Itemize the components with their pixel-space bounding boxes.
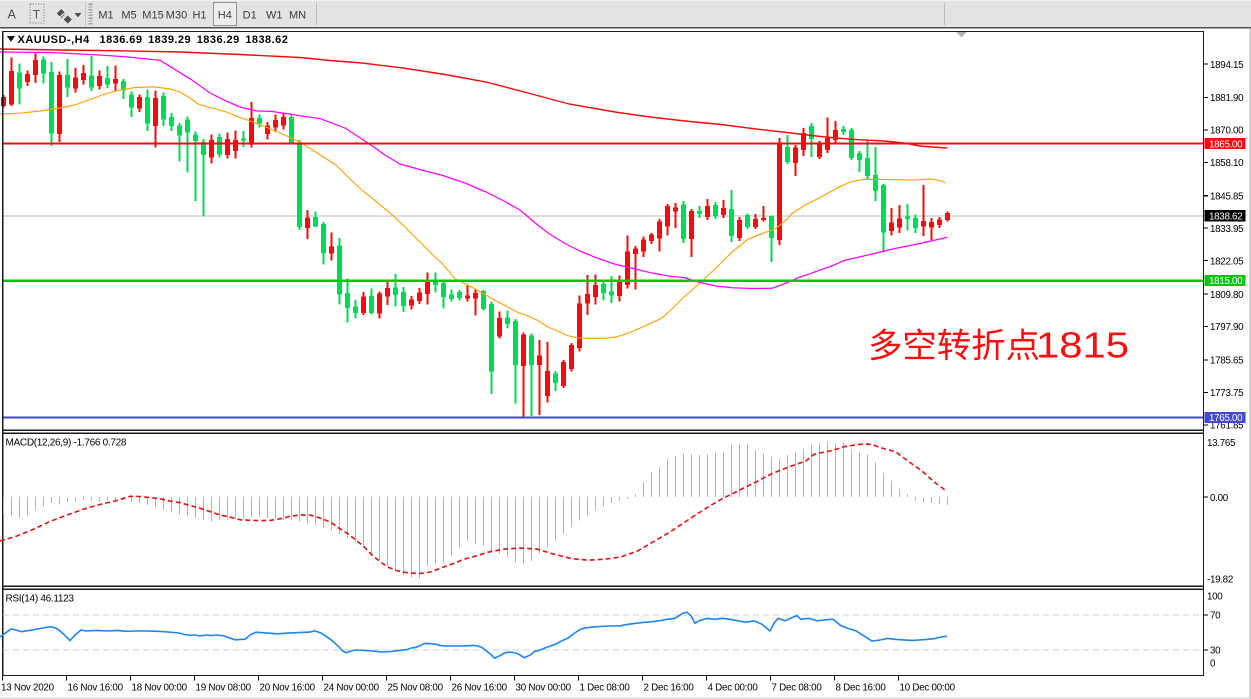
svg-text:M30: M30 [166,10,187,22]
svg-text:M15: M15 [142,10,163,22]
svg-text:7 Dec 08:00: 7 Dec 08:00 [772,683,823,694]
svg-text:1881.90: 1881.90 [1210,93,1244,104]
svg-text:13 Nov 2020: 13 Nov 2020 [1,683,55,694]
svg-text:0: 0 [1210,659,1216,670]
svg-text:30 Nov 00:00: 30 Nov 00:00 [516,683,572,694]
svg-text:1765.00: 1765.00 [1209,413,1243,424]
svg-text:1845.85: 1845.85 [1210,192,1244,203]
svg-text:1815.00: 1815.00 [1209,276,1243,287]
svg-text:A: A [8,8,17,22]
svg-text:1838.62: 1838.62 [1209,212,1242,223]
svg-text:1785.65: 1785.65 [1210,356,1244,367]
svg-text:20 Nov 16:00: 20 Nov 16:00 [260,683,316,694]
svg-text:1822.05: 1822.05 [1210,256,1244,267]
svg-text:1858.10: 1858.10 [1210,158,1244,169]
svg-text:4 Dec 00:00: 4 Dec 00:00 [708,683,759,694]
svg-text:XAUUSD-,H4: XAUUSD-,H4 [18,34,91,46]
svg-text:1865.00: 1865.00 [1209,139,1243,150]
svg-text:70: 70 [1210,611,1221,622]
svg-text:1833.95: 1833.95 [1210,224,1244,235]
svg-text:MN: MN [289,10,306,22]
svg-text:1773.75: 1773.75 [1210,388,1244,399]
svg-text:1815: 1815 [1036,325,1129,366]
svg-text:1809.80: 1809.80 [1210,290,1244,301]
svg-text:25 Nov 08:00: 25 Nov 08:00 [388,683,444,694]
svg-text:26 Nov 16:00: 26 Nov 16:00 [452,683,508,694]
svg-text:16 Nov 16:00: 16 Nov 16:00 [68,683,124,694]
svg-text:W1: W1 [266,10,283,22]
svg-text:8 Dec 16:00: 8 Dec 16:00 [836,683,887,694]
svg-text:M5: M5 [121,10,136,22]
svg-text:M1: M1 [98,10,113,22]
svg-text:1836.69 1839.29 1836.29 1838.6: 1836.69 1839.29 1836.29 1838.62 [100,34,289,46]
svg-text:0.00: 0.00 [1210,493,1229,504]
svg-text:D1: D1 [243,10,257,22]
svg-text:H1: H1 [192,10,206,22]
svg-text:-19.82: -19.82 [1207,575,1233,586]
svg-text:10 Dec 00:00: 10 Dec 00:00 [900,683,956,694]
svg-text:24 Nov 00:00: 24 Nov 00:00 [324,683,380,694]
svg-text:RSI(14) 46.1123: RSI(14) 46.1123 [6,594,75,605]
svg-text:13.765: 13.765 [1207,438,1236,449]
svg-text:1870.00: 1870.00 [1210,126,1244,137]
svg-text:19 Nov 08:00: 19 Nov 08:00 [196,683,252,694]
svg-text:MACD(12,26,9) -1.766 0.728: MACD(12,26,9) -1.766 0.728 [6,438,127,449]
svg-text:H4: H4 [218,10,232,22]
svg-text:T: T [33,8,41,22]
svg-text:1894.15: 1894.15 [1210,60,1244,71]
svg-text:1761.85: 1761.85 [1210,421,1244,432]
svg-text:2 Dec 16:00: 2 Dec 16:00 [644,683,695,694]
svg-text:18 Nov 00:00: 18 Nov 00:00 [132,683,188,694]
svg-text:1797.90: 1797.90 [1210,322,1244,333]
svg-text:100: 100 [1207,592,1223,603]
svg-text:30: 30 [1210,646,1221,657]
svg-text:1 Dec 08:00: 1 Dec 08:00 [580,683,631,694]
